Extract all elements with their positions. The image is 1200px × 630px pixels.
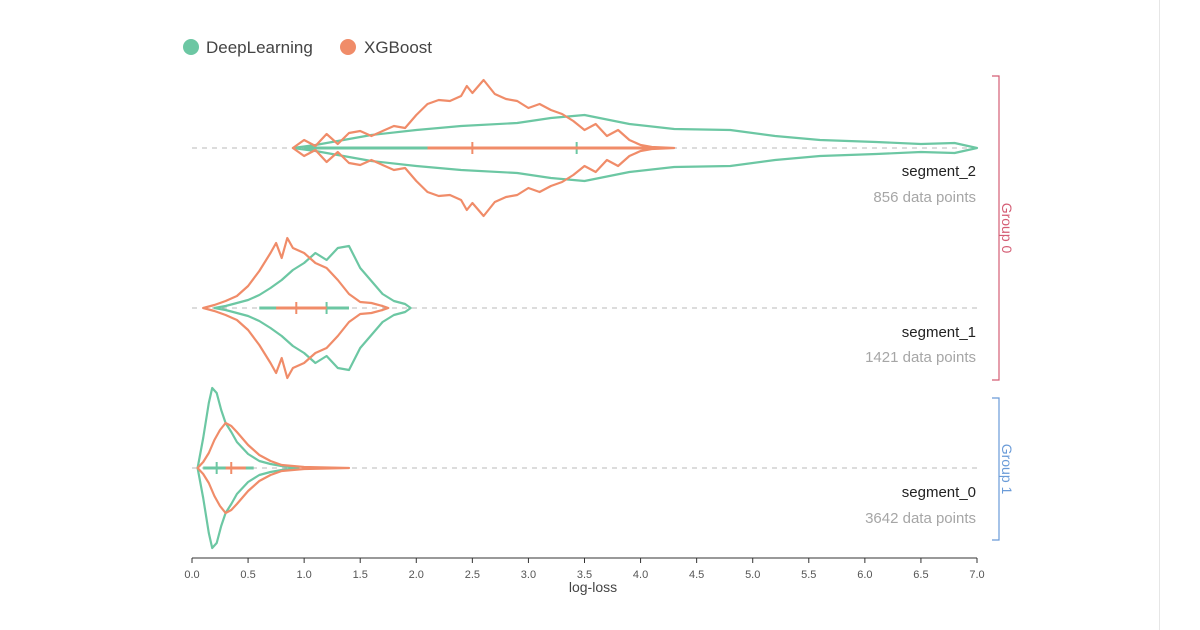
legend-swatch-deeplearning[interactable] (183, 39, 199, 55)
violin-xgboost[interactable] (291, 78, 676, 218)
group-bracket-group-1 (992, 397, 1000, 541)
x-tick-label: 6.0 (857, 569, 872, 581)
group-bracket-group-0 (992, 75, 1000, 381)
violin-xgboost[interactable] (196, 421, 351, 515)
x-tick-label: 4.0 (633, 569, 648, 581)
x-tick-label: 5.0 (745, 569, 760, 581)
segment-count-label: 3642 data points (865, 510, 976, 527)
violin-deeplearning[interactable] (196, 386, 300, 550)
x-tick-label: 4.5 (689, 569, 704, 581)
violin-plot-area (192, 78, 979, 550)
x-tick-label: 1.0 (296, 569, 311, 581)
group-label-group-0: Group 0 (999, 203, 1015, 254)
x-tick-label: 3.0 (521, 569, 536, 581)
group-label-group-1: Group 1 (999, 444, 1015, 495)
legend-label-deeplearning[interactable]: DeepLearning (206, 38, 313, 57)
x-tick-label: 0.5 (240, 569, 255, 581)
x-tick-label: 0.0 (184, 569, 199, 581)
x-tick-label: 5.5 (801, 569, 816, 581)
page-right-border (1159, 0, 1160, 630)
legend-label-xgboost[interactable]: XGBoost (364, 38, 432, 57)
x-axis-title: log-loss (569, 579, 617, 595)
violin-deeplearning[interactable] (213, 244, 412, 372)
x-tick-label: 1.5 (353, 569, 368, 581)
x-tick-label: 7.0 (969, 569, 984, 581)
group-brackets: Group 0 Group 1 (992, 75, 1015, 541)
segment-name-label: segment_1 (902, 324, 976, 341)
legend: DeepLearning XGBoost (183, 38, 432, 57)
segment-name-label: segment_0 (902, 484, 976, 501)
x-axis: 0.0 0.5 1.0 1.5 2.0 2.5 3.0 3.5 4.0 4.5 5.0 5.5 6.0 6… (184, 557, 985, 595)
segment-count-label: 1421 data points (865, 349, 976, 366)
segment-count-label: 856 data points (873, 189, 976, 206)
x-tick-label: 6.5 (913, 569, 928, 581)
x-tick-label: 2.5 (465, 569, 480, 581)
legend-swatch-xgboost[interactable] (340, 39, 356, 55)
segment-name-label: segment_2 (902, 163, 976, 180)
x-tick-label: 2.0 (409, 569, 424, 581)
segment-labels: segment_2 856 data points segment_1 1421… (865, 163, 976, 527)
x-tick-label: 3.5 (577, 569, 592, 581)
violin-xgboost[interactable] (202, 236, 390, 380)
violin-deeplearning[interactable] (291, 113, 979, 183)
